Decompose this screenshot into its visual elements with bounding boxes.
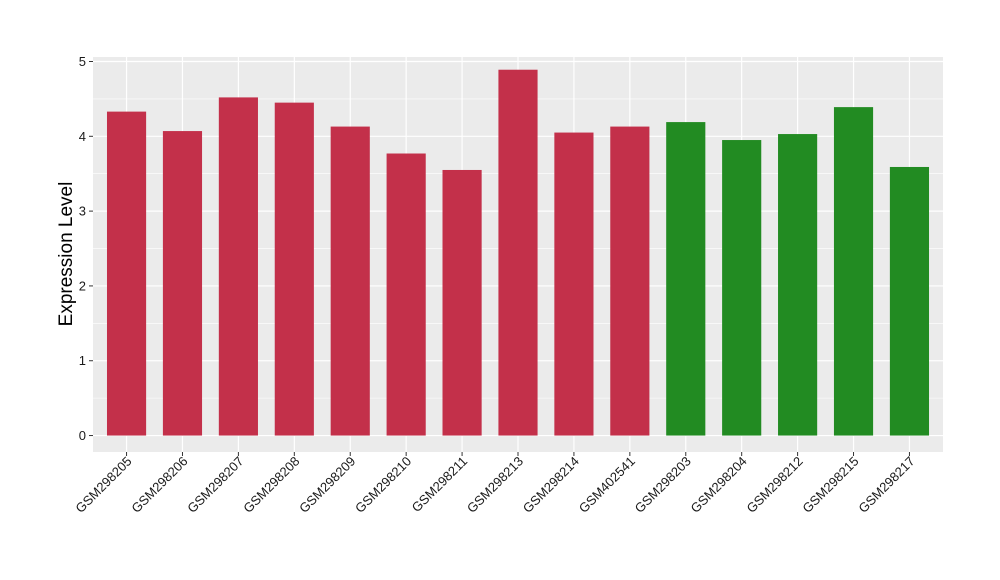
x-tick-label: GSM298206 xyxy=(128,454,190,516)
x-tick-label: GSM298205 xyxy=(72,454,134,516)
bar-GSM298205 xyxy=(106,111,147,436)
bar-GSM298207 xyxy=(218,97,258,436)
y-tick-label: 5 xyxy=(79,54,86,69)
x-tick-label: GSM298210 xyxy=(352,454,414,516)
y-tick-label: 0 xyxy=(79,428,86,443)
x-tick-label: GSM298207 xyxy=(184,454,246,516)
bar-GSM402541 xyxy=(610,126,650,436)
x-tick-label: GSM402541 xyxy=(576,454,638,516)
bar-GSM298217 xyxy=(889,166,930,436)
bar-GSM298203 xyxy=(666,122,706,436)
bar-GSM298215 xyxy=(833,107,874,436)
x-tick-label: GSM298203 xyxy=(632,454,694,516)
x-tick-label: GSM298212 xyxy=(744,454,806,516)
x-tick-label: GSM298211 xyxy=(409,454,471,516)
y-axis-title: Expression Level xyxy=(56,182,77,327)
y-tick-label: 4 xyxy=(79,129,86,144)
x-axis: GSM298205GSM298206GSM298207GSM298208GSM2… xyxy=(72,452,918,516)
x-tick-label: GSM298215 xyxy=(799,454,861,516)
bar-GSM298204 xyxy=(722,140,762,436)
y-tick-label: 3 xyxy=(79,204,86,219)
x-tick-label: GSM298209 xyxy=(296,454,358,516)
bar-GSM298212 xyxy=(778,134,818,436)
x-tick-label: GSM298213 xyxy=(464,454,526,516)
x-tick-label: GSM298217 xyxy=(855,454,917,516)
bar-GSM298213 xyxy=(498,69,538,436)
bar-GSM298209 xyxy=(330,126,370,436)
y-tick-label: 2 xyxy=(79,278,86,293)
x-tick-label: GSM298204 xyxy=(688,454,750,516)
bar-GSM298210 xyxy=(386,153,426,436)
bar-GSM298208 xyxy=(274,102,314,436)
y-tick-label: 1 xyxy=(79,353,86,368)
bar-GSM298206 xyxy=(162,131,203,436)
y-axis: 0 1 2 3 4 5 xyxy=(79,54,93,443)
x-tick-label: GSM298208 xyxy=(240,454,302,516)
x-tick-label: GSM298214 xyxy=(520,454,582,516)
bar-GSM298214 xyxy=(554,132,594,436)
bars-group xyxy=(106,69,930,436)
bar-GSM298211 xyxy=(442,169,482,436)
